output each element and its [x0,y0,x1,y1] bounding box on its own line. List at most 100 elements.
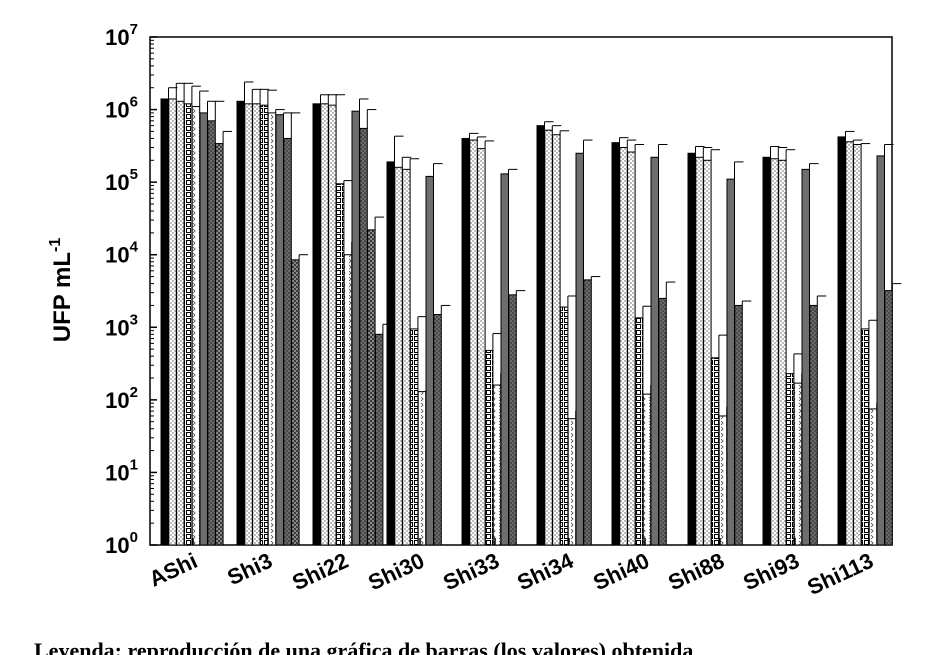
y-tick-label: 101 [105,456,138,485]
bar [703,159,712,546]
bar [386,161,395,546]
y-axis: 100 101 102 103 104 105 106 107 [105,21,157,558]
y-axis-title: UFP mL-1 [47,238,76,343]
bar [328,104,337,546]
x-tick-label: Shi30 [364,548,428,595]
bar [837,136,846,546]
bar [433,314,442,546]
bar [642,393,652,546]
bar [567,418,577,546]
bar [508,294,517,546]
bar [335,183,345,546]
bar [583,279,592,546]
bar [359,127,368,546]
bar [500,173,509,546]
bar [207,120,216,546]
x-tick-label: Shi88 [664,548,728,595]
bar [695,156,704,546]
y-tick-label: 103 [105,311,138,340]
bar [402,168,411,546]
bar [283,137,292,546]
bar [770,158,779,546]
bar [343,254,353,546]
bar [552,134,561,546]
bar [252,103,261,546]
y-tick-label: 104 [105,239,138,268]
bar [801,168,810,546]
bar [536,125,545,546]
x-tick-label: Shi40 [589,548,653,595]
bar [275,114,284,546]
bar [718,415,728,546]
bar [658,297,667,546]
bars-group [160,81,902,546]
x-tick-label: Shi113 [803,548,877,600]
bar [876,155,885,546]
bar [734,304,743,546]
x-tick-label: Shi3 [223,548,276,590]
bar [176,100,185,546]
bar [215,143,224,546]
bar [374,333,384,546]
y-tick-label: 100 [105,529,138,558]
y-axis-title-superscript: -1 [47,238,64,252]
bar [575,152,584,546]
bar [417,391,427,546]
x-axis: AShi Shi3 Shi22 Shi30 Shi33 Shi34 Shi40 Shi88 Sh… [145,538,877,600]
bar [267,112,277,546]
bar [726,178,735,546]
x-tick-label: AShi [145,548,201,592]
bar [687,152,696,546]
bar [619,147,628,546]
bar [425,175,434,546]
bar [168,98,177,546]
bar [160,98,169,546]
bar [191,106,201,546]
bar [559,306,569,546]
y-tick-label: 102 [105,384,138,413]
y-tick-label: 105 [105,166,138,195]
bar [312,103,321,546]
bar [320,103,329,546]
bar [199,112,208,546]
bar [492,384,502,546]
bar [868,408,878,546]
bar-chart: 100 101 102 103 104 105 106 107 AShi Shi3 Shi22 Sh… [47,21,902,600]
bar [809,304,818,546]
figure-caption: Leyenda: reproducción de una gráfica de … [34,638,694,655]
bar [611,142,620,546]
bar [793,382,803,546]
bar [860,328,870,546]
bar [785,373,795,546]
bar [484,349,494,546]
bar [762,156,771,546]
bar [291,259,300,546]
bar [710,357,720,546]
bar [183,103,193,546]
bar [477,148,486,546]
y-tick-label: 106 [105,94,138,123]
bar [394,166,403,546]
y-tick-label: 107 [105,21,138,50]
bar [461,137,470,546]
bar [634,317,644,546]
bar [845,141,854,546]
bar [544,129,553,546]
bar [469,139,478,546]
bar [351,110,360,546]
bar [244,103,253,546]
bar [778,159,787,546]
bar [409,328,419,546]
y-axis-title-text: UFP mL [49,252,76,342]
bar [884,290,893,546]
x-tick-label: Shi22 [288,548,352,595]
x-tick-label: Shi33 [439,548,503,595]
x-tick-label: Shi34 [513,548,577,596]
bar [236,100,245,546]
bar [650,156,659,546]
bar [627,151,636,546]
x-tick-label: Shi93 [739,548,803,595]
bar [853,144,862,546]
bar [367,229,376,546]
bar [259,104,269,546]
